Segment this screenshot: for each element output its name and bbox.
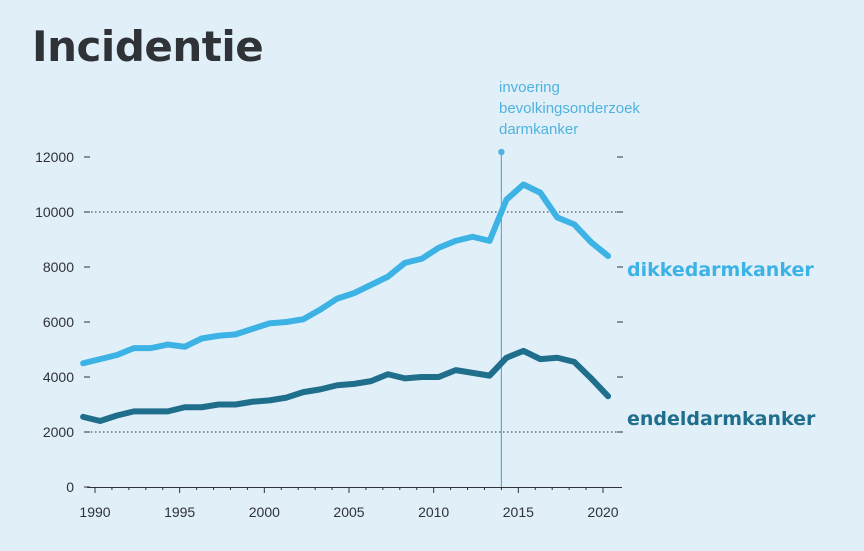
y-tick-label-0: 0	[66, 479, 74, 495]
x-tick-label-2015: 2015	[503, 504, 534, 520]
y-tick-label-8000: 8000	[43, 259, 74, 275]
annotation-text-line-3: darmkanker	[499, 121, 578, 138]
annotation-text-line-1: invoering	[499, 79, 560, 96]
y-tick-label-6000: 6000	[43, 314, 74, 330]
x-tick-label-1995: 1995	[164, 504, 195, 520]
chart-title: Incidentie	[32, 22, 264, 71]
y-tick-label-12000: 12000	[35, 149, 74, 165]
x-tick-label-2010: 2010	[418, 504, 449, 520]
annotation-text-line-2: bevolkingsonderzoek	[499, 100, 640, 117]
series-line-dikkedarmkanker	[80, 181, 612, 367]
y-tick-label-2000: 2000	[43, 424, 74, 440]
series-label-endeldarmkanker: endeldarmkanker	[627, 408, 816, 430]
series-line-endeldarmkanker	[80, 347, 612, 424]
x-tick-label-2020: 2020	[587, 504, 618, 520]
series-label-dikkedarmkanker: dikkedarmkanker	[627, 259, 814, 281]
annotation-dot	[498, 148, 505, 156]
y-tick-label-10000: 10000	[35, 204, 74, 220]
y-tick-label-4000: 4000	[43, 369, 74, 385]
x-tick-label-2005: 2005	[333, 504, 364, 520]
x-tick-label-2000: 2000	[249, 504, 280, 520]
x-tick-label-1990: 1990	[79, 504, 110, 520]
